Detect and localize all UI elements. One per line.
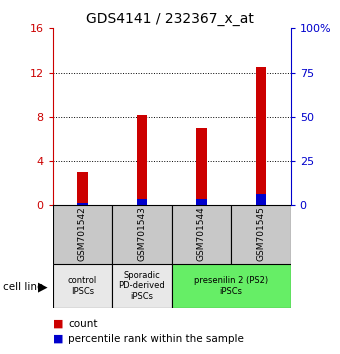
Bar (77, 172, 88, 205)
Bar (172, 264, 291, 308)
Text: GDS4141 / 232367_x_at: GDS4141 / 232367_x_at (86, 12, 254, 27)
Text: GSM701544: GSM701544 (197, 206, 206, 261)
Text: presenilin 2 (PS2)
iPSCs: presenilin 2 (PS2) iPSCs (194, 276, 268, 296)
Bar (231, 205, 291, 264)
Bar (77, 202, 88, 205)
Bar (53, 264, 112, 308)
Text: ■: ■ (53, 334, 63, 344)
Bar (172, 205, 231, 264)
Text: ▶: ▶ (38, 280, 47, 293)
Bar (112, 205, 172, 264)
Text: ■: ■ (53, 319, 63, 329)
Text: Sporadic
PD-derived
iPSCs: Sporadic PD-derived iPSCs (119, 271, 165, 301)
Bar (196, 199, 207, 205)
Bar (112, 264, 172, 308)
Text: GSM701542: GSM701542 (78, 206, 87, 261)
Bar (256, 67, 266, 205)
Bar (256, 194, 266, 205)
Text: GSM701545: GSM701545 (256, 206, 266, 261)
Bar (196, 128, 207, 205)
Text: control
IPSCs: control IPSCs (68, 276, 97, 296)
Bar (53, 205, 112, 264)
Bar (137, 115, 147, 205)
Text: count: count (68, 319, 98, 329)
Text: percentile rank within the sample: percentile rank within the sample (68, 334, 244, 344)
Text: GSM701543: GSM701543 (137, 206, 147, 261)
Text: cell line: cell line (3, 282, 44, 292)
Bar (137, 199, 147, 205)
